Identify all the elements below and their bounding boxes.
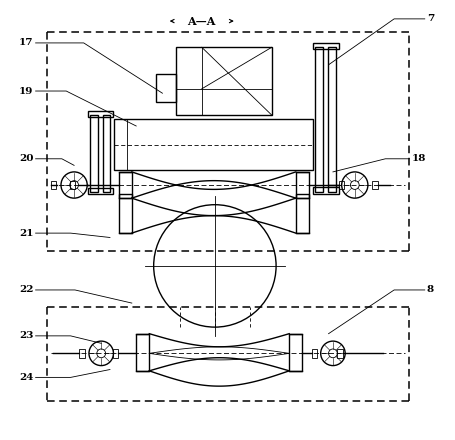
Bar [313,43,339,49]
Bar [295,172,308,198]
Bar [313,187,339,194]
Bar [88,111,113,117]
Bar [339,181,344,189]
Bar [295,194,308,233]
Bar [156,73,175,102]
Text: 17: 17 [19,38,33,48]
Bar [118,172,131,198]
Bar [327,47,335,191]
Bar [112,348,117,358]
Text: 22: 22 [19,286,33,294]
Bar [79,348,85,358]
Bar [90,115,98,191]
Text: 23: 23 [19,331,33,341]
Bar [51,181,56,189]
Bar [175,47,271,115]
Text: 8: 8 [426,286,433,294]
Text: 18: 18 [411,154,425,163]
Bar [102,115,110,191]
Bar [114,119,313,170]
Bar [70,181,75,189]
Bar [118,194,131,233]
Bar [371,181,377,189]
Text: 21: 21 [19,229,33,238]
Text: 7: 7 [426,15,433,23]
Bar [311,348,317,358]
Bar [337,348,342,358]
Text: 19: 19 [19,87,33,95]
Text: 20: 20 [19,154,33,163]
Bar [136,334,149,371]
Text: 24: 24 [19,373,33,382]
Bar [288,334,302,371]
Bar [315,47,323,191]
Bar [88,187,113,194]
Text: A—A: A—A [187,15,216,26]
